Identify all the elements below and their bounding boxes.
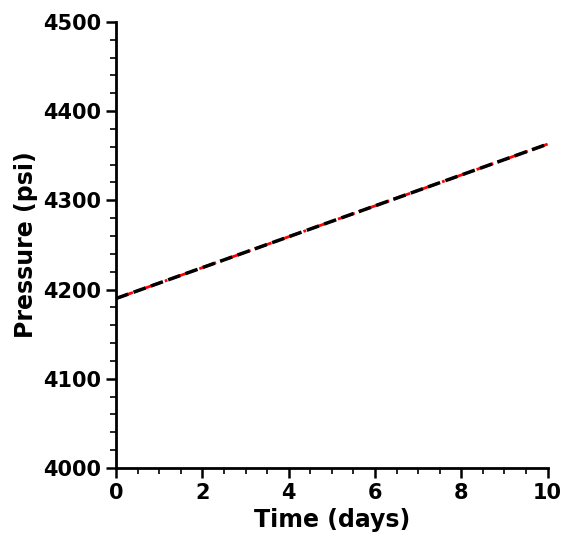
Y-axis label: Pressure (psi): Pressure (psi) [14,152,38,339]
X-axis label: Time (days): Time (days) [254,508,410,532]
